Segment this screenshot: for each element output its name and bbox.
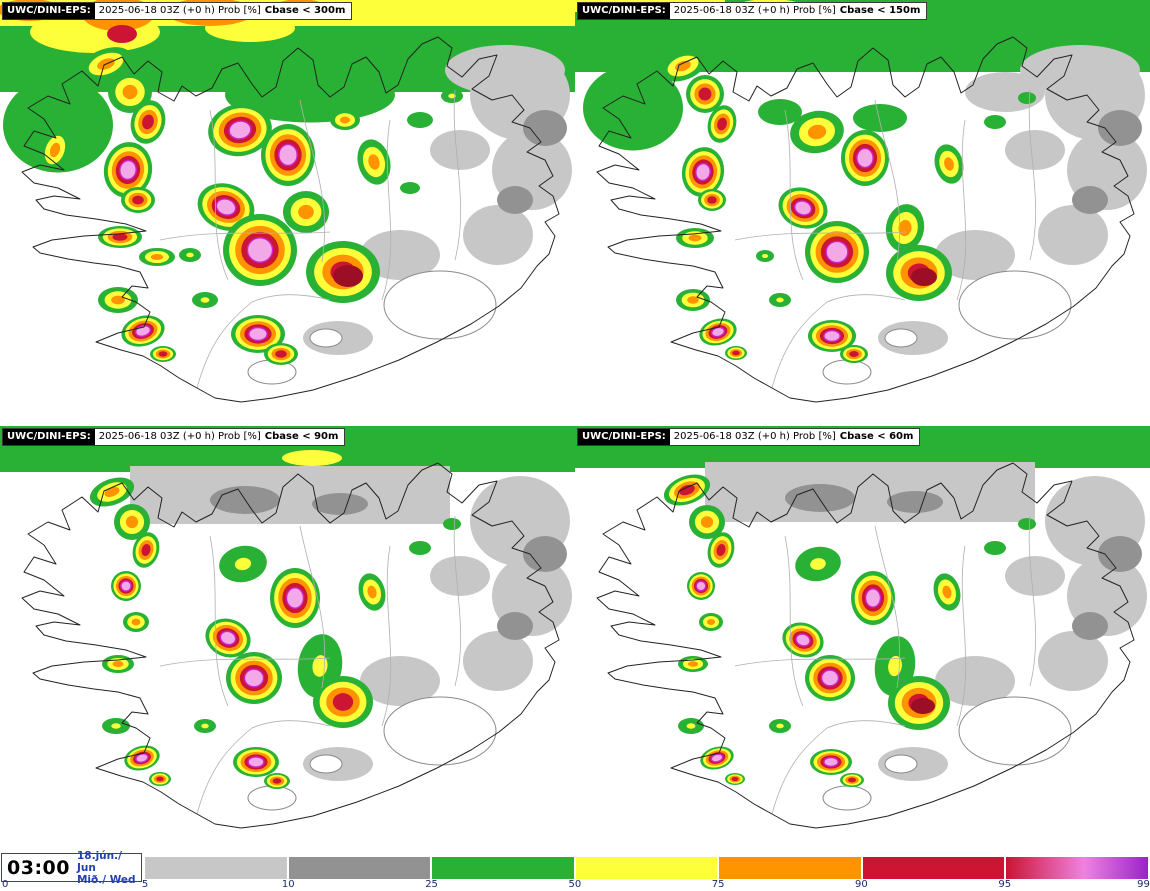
run-info: 2025-06-18 03Z (+0 h) Prob [%] — [98, 431, 261, 442]
run-info: 2025-06-18 03Z (+0 h) Prob [%] — [98, 5, 261, 16]
colorbar-segment-orange — [719, 857, 861, 879]
colorbar-tick-5: 5 — [141, 879, 149, 890]
valid-date-block: 18.jún./ Jun Mið./ Wed — [77, 850, 136, 886]
model-label: UWC/DINI-EPS: — [3, 3, 95, 19]
colorbar-segment-red — [862, 857, 1005, 879]
colorbar-segment-gradient — [1006, 857, 1149, 879]
threshold-label: Cbase < 60m — [839, 431, 914, 442]
threshold-label: Cbase < 150m — [839, 5, 921, 16]
colorbar-tick-90: 90 — [855, 879, 868, 890]
map-panel-cbase-300m: UWC/DINI-EPS: 2025-06-18 03Z (+0 h) Prob… — [0, 0, 575, 426]
colorbar-tick-25: 25 — [425, 879, 438, 890]
threshold-label: Cbase < 300m — [264, 5, 346, 16]
colorbar-tick-10: 10 — [281, 879, 295, 890]
model-label: UWC/DINI-EPS: — [578, 429, 670, 445]
panel-title: UWC/DINI-EPS: 2025-06-18 03Z (+0 h) Prob… — [577, 2, 928, 20]
panel-title: UWC/DINI-EPS: 2025-06-18 03Z (+0 h) Prob… — [2, 2, 353, 20]
threshold-label: Cbase < 90m — [264, 431, 339, 442]
run-info: 2025-06-18 03Z (+0 h) Prob [%] — [673, 431, 836, 442]
iceland-map-cbase-60m — [575, 426, 1150, 829]
iceland-map-cbase-150m — [575, 0, 1150, 403]
map-panel-cbase-150m: UWC/DINI-EPS: 2025-06-18 03Z (+0 h) Prob… — [575, 0, 1150, 426]
footer-bar: 03:00 18.jún./ Jun Mið./ Wed 5 10 25 50 75 90… — [0, 850, 1150, 891]
panel-title: UWC/DINI-EPS: 2025-06-18 03Z (+0 h) Prob… — [577, 428, 921, 446]
colorbar-tick-labels: 5 10 25 50 75 90 95 99 — [141, 879, 1150, 891]
colorbar-tick-50: 50 — [568, 879, 582, 890]
map-panel-cbase-90m: UWC/DINI-EPS: 2025-06-18 03Z (+0 h) Prob… — [0, 426, 575, 852]
colorbar-segment-green — [432, 857, 574, 879]
panel-title: UWC/DINI-EPS: 2025-06-18 03Z (+0 h) Prob… — [2, 428, 346, 446]
colorbar-tick-99: 99 — [1137, 879, 1150, 890]
valid-date: 18.jún./ Jun — [76, 849, 122, 874]
valid-day: Mið./ Wed — [76, 873, 136, 886]
valid-time: 03:00 — [7, 856, 70, 879]
iceland-map-cbase-300m — [0, 0, 575, 403]
model-label: UWC/DINI-EPS: — [578, 3, 670, 19]
colorbar-segment-gray2 — [288, 857, 431, 879]
colorbar-tick-75: 75 — [711, 879, 725, 890]
colorbar-segment-yellow — [575, 857, 718, 879]
iceland-map-cbase-90m — [0, 426, 575, 829]
valid-time-box: 03:00 18.jún./ Jun Mið./ Wed — [1, 850, 142, 886]
run-info: 2025-06-18 03Z (+0 h) Prob [%] — [673, 5, 836, 16]
probability-colorbar — [145, 857, 1149, 879]
model-label: UWC/DINI-EPS: — [3, 429, 95, 445]
colorbar-tick-zero: 0 — [2, 879, 9, 890]
map-panel-cbase-60m: UWC/DINI-EPS: 2025-06-18 03Z (+0 h) Prob… — [575, 426, 1150, 852]
colorbar-segment-gray1 — [145, 857, 287, 879]
colorbar-tick-95: 95 — [998, 879, 1012, 890]
